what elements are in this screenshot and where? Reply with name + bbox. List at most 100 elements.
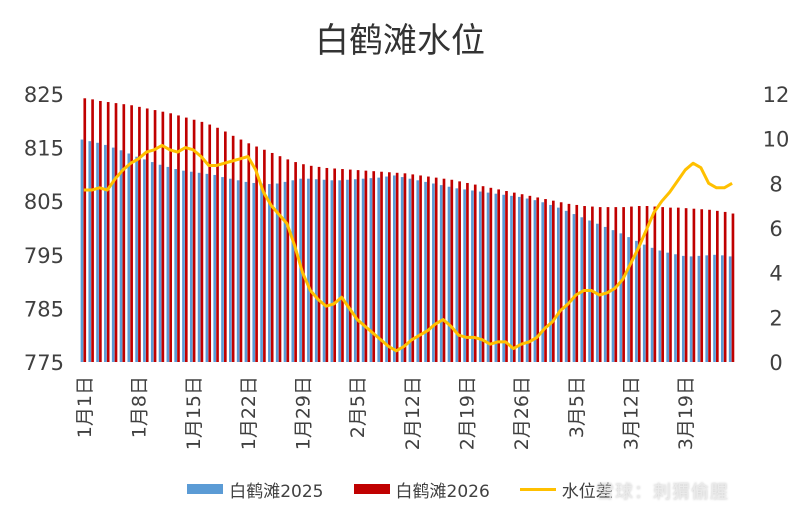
bar-2026 bbox=[161, 111, 165, 362]
bar-2026 bbox=[692, 208, 696, 362]
bar-2026 bbox=[489, 187, 493, 362]
bar-2025 bbox=[236, 180, 240, 362]
legend-label-2026: 白鹤滩2026 bbox=[395, 481, 490, 502]
bar-2025 bbox=[330, 180, 334, 362]
bar-2025 bbox=[408, 178, 412, 362]
bar-2025 bbox=[244, 181, 248, 362]
bar-2025 bbox=[650, 247, 654, 362]
bar-2025 bbox=[525, 198, 529, 362]
bar-2025 bbox=[189, 171, 193, 362]
bar-2025 bbox=[689, 256, 693, 362]
right-axis-ticks: 12 10 8 6 4 2 0 bbox=[763, 83, 790, 375]
bar-2025 bbox=[361, 178, 365, 362]
bar-2025 bbox=[143, 159, 146, 362]
bar-2025 bbox=[275, 183, 279, 362]
right-tick-label: 0 bbox=[769, 351, 782, 375]
x-tick-label: 2月26日 bbox=[511, 376, 533, 450]
bar-2025 bbox=[713, 254, 716, 362]
bar-2026 bbox=[99, 100, 102, 362]
bar-2026 bbox=[723, 211, 727, 362]
bar-2026 bbox=[145, 108, 149, 362]
bar-2025 bbox=[455, 188, 459, 362]
bar-2025 bbox=[119, 150, 123, 362]
bar-2026 bbox=[325, 167, 329, 362]
bar-2026 bbox=[473, 184, 477, 362]
bar-2025 bbox=[541, 202, 545, 362]
bar-2025 bbox=[502, 194, 505, 362]
bar-2026 bbox=[575, 204, 579, 362]
bar-2026 bbox=[716, 210, 719, 362]
bar-2026 bbox=[669, 207, 672, 362]
x-tick-label: 1月15日 bbox=[183, 376, 205, 450]
legend-swatch-2026 bbox=[353, 484, 390, 494]
legend-item-2025: 白鹤滩2025 bbox=[187, 477, 324, 502]
bar-2026 bbox=[224, 131, 227, 362]
bar-2025 bbox=[619, 233, 623, 362]
bar-2026 bbox=[544, 199, 547, 362]
bar-2026 bbox=[286, 159, 290, 362]
bar-2025 bbox=[205, 173, 209, 362]
bar-2025 bbox=[424, 181, 427, 362]
bar-2025 bbox=[721, 255, 724, 362]
bar-2026 bbox=[216, 127, 219, 363]
bar-2025 bbox=[104, 144, 107, 362]
bar-2026 bbox=[122, 104, 126, 363]
bar-2025 bbox=[213, 174, 217, 362]
bar-2026 bbox=[294, 162, 297, 362]
series-diff-line bbox=[83, 143, 733, 353]
legend-swatch-2025 bbox=[187, 484, 224, 494]
bar-2026 bbox=[388, 172, 391, 362]
bar-2025 bbox=[400, 177, 404, 362]
bar-2026 bbox=[255, 146, 258, 362]
bar-2026 bbox=[333, 168, 336, 362]
bar-2026 bbox=[200, 121, 204, 363]
bar-2026 bbox=[637, 206, 641, 362]
bar-2026 bbox=[153, 110, 157, 362]
bar-2025 bbox=[111, 147, 115, 362]
legend-item-diff: 水位差 bbox=[519, 477, 613, 502]
bar-2026 bbox=[83, 98, 87, 362]
bar-2026 bbox=[419, 175, 422, 362]
bar-2025 bbox=[697, 255, 701, 362]
left-tick-label: 795 bbox=[24, 244, 64, 268]
bar-2025 bbox=[572, 214, 576, 362]
bar-2025 bbox=[658, 250, 662, 362]
bar-2026 bbox=[536, 197, 540, 362]
x-tick-label: 3月12日 bbox=[621, 376, 643, 450]
right-tick-label: 10 bbox=[763, 128, 790, 152]
bar-2026 bbox=[700, 209, 704, 362]
bar-2025 bbox=[346, 179, 349, 362]
x-tick-label: 3月5日 bbox=[566, 376, 588, 438]
bar-2026 bbox=[434, 177, 438, 362]
bar-2026 bbox=[598, 207, 602, 362]
x-tick-label: 1月22日 bbox=[238, 376, 260, 450]
bar-2025 bbox=[705, 255, 709, 362]
bar-2026 bbox=[567, 203, 571, 362]
bar-2026 bbox=[528, 195, 532, 362]
chart-title: 白鹤滩水位 bbox=[315, 21, 485, 61]
series-2025-bars bbox=[80, 139, 732, 362]
right-tick-label: 4 bbox=[769, 262, 782, 286]
bar-2025 bbox=[447, 186, 451, 362]
bar-2025 bbox=[158, 164, 162, 362]
bar-2025 bbox=[221, 177, 224, 362]
x-tick-label: 1月8日 bbox=[129, 376, 151, 438]
bar-2025 bbox=[229, 178, 232, 362]
bar-2026 bbox=[731, 213, 735, 362]
bar-2026 bbox=[676, 207, 680, 362]
bar-2025 bbox=[666, 252, 669, 362]
bar-2025 bbox=[627, 237, 630, 362]
bar-2026 bbox=[114, 103, 118, 363]
bar-2026 bbox=[466, 182, 469, 362]
bar-2026 bbox=[247, 143, 251, 362]
bar-2025 bbox=[252, 182, 256, 362]
bar-2026 bbox=[559, 202, 563, 362]
bar-2026 bbox=[583, 206, 586, 362]
x-tick-label: 1月29日 bbox=[293, 376, 315, 450]
bar-2026 bbox=[427, 176, 430, 362]
bar-2026 bbox=[520, 194, 524, 362]
right-tick-label: 6 bbox=[769, 217, 782, 241]
bar-2025 bbox=[385, 176, 388, 362]
bar-2026 bbox=[348, 169, 352, 362]
bar-2026 bbox=[192, 119, 196, 362]
